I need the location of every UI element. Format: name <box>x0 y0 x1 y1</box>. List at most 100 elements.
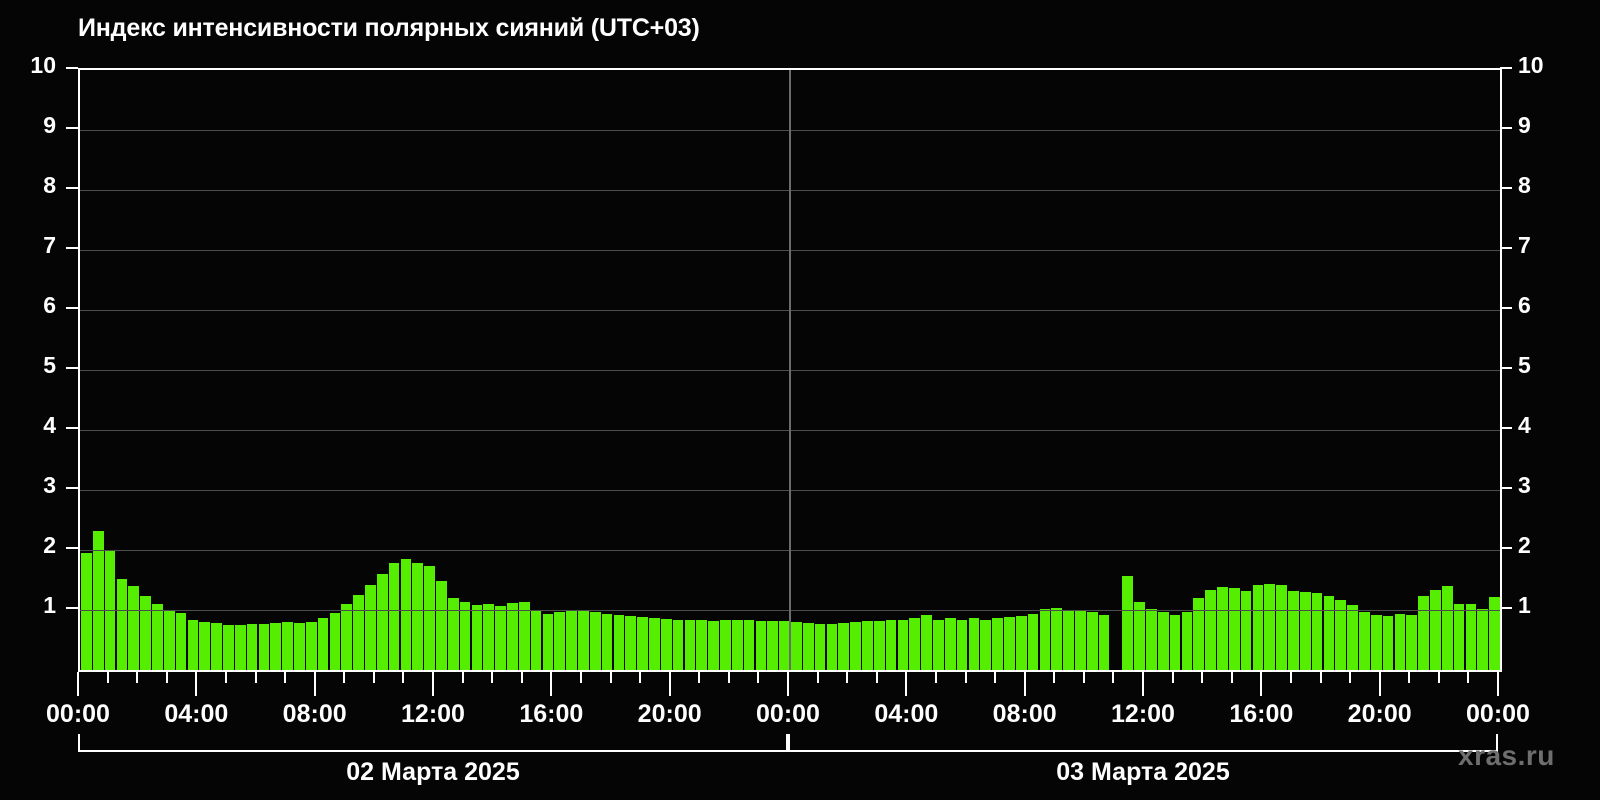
bar <box>375 574 388 670</box>
x-major-tick <box>668 672 671 696</box>
bar <box>1145 608 1157 670</box>
bar <box>742 620 755 670</box>
y-axis-label-left: 5 <box>43 352 56 378</box>
y-axis-label-right: 3 <box>1518 472 1531 498</box>
bar <box>423 565 435 670</box>
y-tick-mark <box>66 607 78 609</box>
bar <box>1204 589 1216 670</box>
y-tick-mark <box>1500 487 1512 489</box>
x-minor-tick <box>964 672 967 683</box>
bar <box>943 618 956 670</box>
bar <box>1429 589 1441 670</box>
bar <box>458 601 471 670</box>
bar <box>1440 586 1453 670</box>
y-axis-label-right: 9 <box>1518 112 1531 138</box>
y-tick-mark <box>1500 547 1512 549</box>
x-minor-tick <box>106 672 109 683</box>
bar <box>1405 614 1418 670</box>
y-tick-mark <box>1500 367 1512 369</box>
x-minor-tick <box>254 672 257 683</box>
x-minor-tick <box>727 672 730 683</box>
bar <box>1192 598 1205 670</box>
x-minor-tick <box>1230 672 1233 683</box>
y-axis-label-left: 2 <box>43 532 56 558</box>
x-axis-label: 20:00 <box>1347 700 1412 728</box>
bar <box>446 598 459 670</box>
x-axis-label: 12:00 <box>1111 700 1175 728</box>
x-axis-label: 16:00 <box>519 700 584 728</box>
bar <box>1310 593 1323 670</box>
bar <box>884 619 897 670</box>
x-major-tick <box>77 672 79 696</box>
bar <box>115 578 128 670</box>
bar <box>778 621 790 670</box>
x-minor-tick <box>816 672 819 683</box>
bar <box>920 614 932 670</box>
bar <box>340 604 353 670</box>
y-tick-mark <box>1500 247 1512 249</box>
y-tick-mark <box>1500 127 1512 129</box>
bar <box>233 625 246 670</box>
bar <box>1369 614 1382 670</box>
bar <box>955 619 968 670</box>
bar <box>1334 600 1347 670</box>
x-major-tick <box>1378 672 1381 696</box>
bar <box>1133 601 1145 670</box>
x-minor-tick <box>994 672 997 683</box>
y-tick-mark <box>66 127 78 129</box>
bar <box>293 623 305 670</box>
x-minor-tick <box>1171 672 1174 683</box>
bar <box>967 618 980 670</box>
y-axis-label-left: 3 <box>43 472 56 498</box>
bar <box>1287 590 1299 670</box>
bar-series <box>80 70 1500 670</box>
bar <box>659 619 672 670</box>
bar <box>364 584 376 670</box>
x-minor-tick <box>1467 672 1470 683</box>
bar <box>91 530 104 670</box>
bar <box>316 618 329 670</box>
bar <box>636 617 648 670</box>
bar <box>790 622 802 670</box>
y-axis-label-left: 10 <box>30 52 56 78</box>
x-minor-tick <box>1082 672 1085 683</box>
y-tick-mark <box>1500 67 1512 69</box>
y-tick-mark <box>66 487 78 489</box>
x-major-tick <box>1023 672 1026 696</box>
x-axis-label: 00:00 <box>46 700 110 728</box>
bar <box>304 622 317 670</box>
x-minor-tick <box>1349 672 1352 683</box>
bar <box>1346 605 1358 670</box>
y-tick-mark <box>66 367 78 369</box>
x-major-tick <box>195 672 198 696</box>
x-minor-tick <box>491 672 494 683</box>
bar <box>1074 611 1086 670</box>
y-axis-label-left: 6 <box>43 292 56 318</box>
bar <box>766 620 779 670</box>
bar <box>387 563 400 670</box>
bar <box>577 611 589 670</box>
x-minor-tick <box>875 672 878 683</box>
x-major-tick <box>550 672 553 696</box>
bar <box>470 605 483 670</box>
x-minor-tick <box>1408 672 1411 683</box>
x-minor-tick <box>224 672 227 683</box>
y-axis-label-right: 6 <box>1518 292 1531 318</box>
x-minor-tick <box>1437 672 1440 683</box>
x-major-tick <box>1260 672 1263 696</box>
x-minor-tick <box>1053 672 1056 683</box>
bar <box>1026 613 1039 670</box>
bar <box>1381 616 1394 670</box>
bar <box>801 623 814 670</box>
bar <box>435 581 447 670</box>
y-tick-mark <box>66 187 78 189</box>
bar <box>186 620 199 670</box>
y-tick-mark <box>1500 307 1512 309</box>
y-axis-label-right: 4 <box>1518 412 1531 438</box>
bar <box>1488 596 1500 670</box>
bar <box>1263 583 1276 670</box>
x-minor-tick <box>934 672 937 683</box>
x-axis-label: 20:00 <box>637 700 702 728</box>
y-tick-mark <box>1500 427 1512 429</box>
